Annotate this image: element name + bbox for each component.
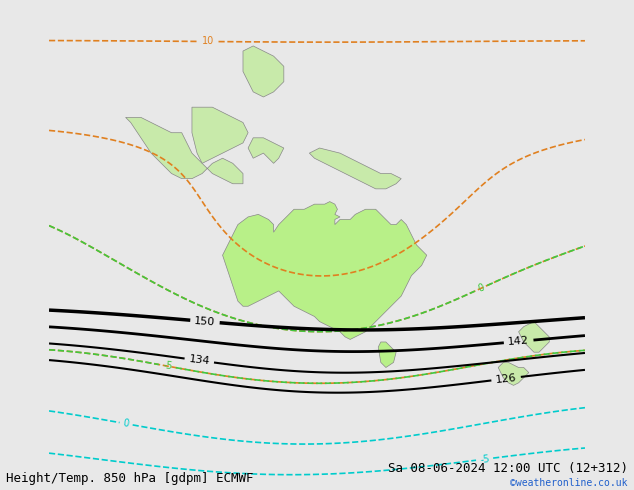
Text: 0: 0 [476, 283, 486, 294]
Text: Height/Temp. 850 hPa [gdpm] ECMWF: Height/Temp. 850 hPa [gdpm] ECMWF [6, 472, 254, 485]
Polygon shape [243, 46, 284, 97]
Polygon shape [309, 148, 401, 189]
Text: ©weatheronline.co.uk: ©weatheronline.co.uk [510, 478, 628, 488]
Polygon shape [498, 363, 529, 385]
Text: -5: -5 [162, 361, 173, 372]
Text: 142: 142 [508, 336, 529, 347]
Text: 0: 0 [122, 418, 130, 429]
Text: 150: 150 [194, 316, 216, 327]
Text: 134: 134 [188, 354, 210, 367]
Polygon shape [192, 107, 248, 163]
Polygon shape [378, 342, 396, 368]
Polygon shape [248, 138, 284, 163]
Polygon shape [519, 321, 549, 352]
Polygon shape [126, 118, 243, 184]
Text: 10: 10 [202, 36, 215, 47]
Polygon shape [223, 201, 427, 340]
Text: Sa 08-06-2024 12:00 UTC (12+312): Sa 08-06-2024 12:00 UTC (12+312) [387, 462, 628, 475]
Text: -5: -5 [479, 454, 490, 465]
Text: 126: 126 [495, 372, 517, 385]
